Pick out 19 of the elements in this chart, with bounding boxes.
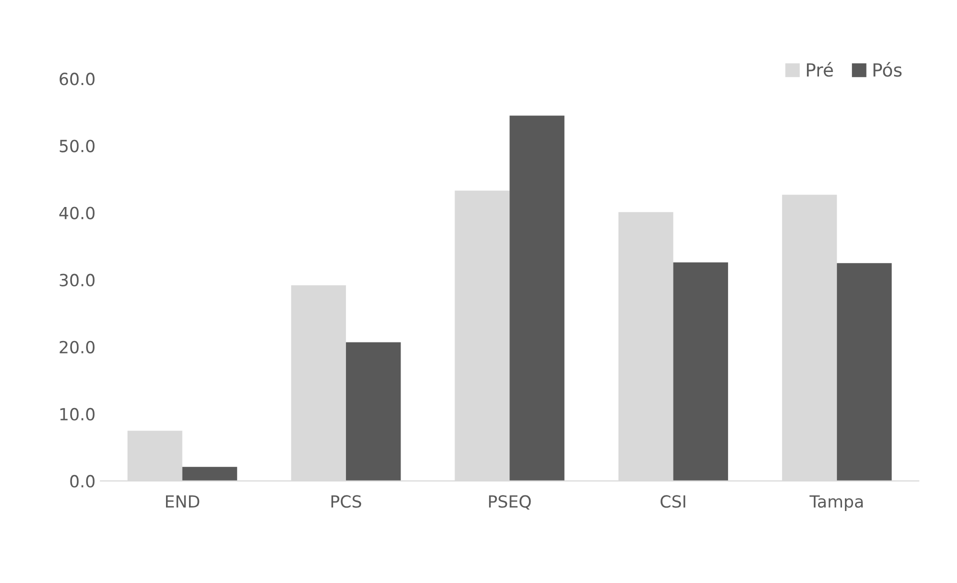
legend-label: Pré (806, 62, 833, 77)
legend-label: Pós (874, 62, 902, 77)
y-tick-label: 50.0 (60, 140, 95, 152)
y-tick-label: 30.0 (60, 274, 95, 286)
bar (510, 116, 564, 481)
bar (673, 262, 728, 481)
y-tick-label: 0.0 (70, 474, 95, 488)
bar (346, 342, 401, 481)
x-tick-label: Tampa (810, 495, 863, 511)
y-tick-label: 40.0 (59, 206, 95, 220)
x-tick-label: CSI (660, 495, 686, 508)
x-tick-label: PSEQ (489, 495, 531, 510)
x-tick-label: END (166, 495, 200, 508)
y-tick-label: 10.0 (60, 408, 95, 420)
bar (836, 263, 892, 481)
x-tick-label: PCS (331, 495, 362, 508)
y-tick-label: 20.0 (60, 340, 95, 354)
bar (182, 466, 238, 481)
y-tick-label: 60.0 (60, 72, 95, 86)
